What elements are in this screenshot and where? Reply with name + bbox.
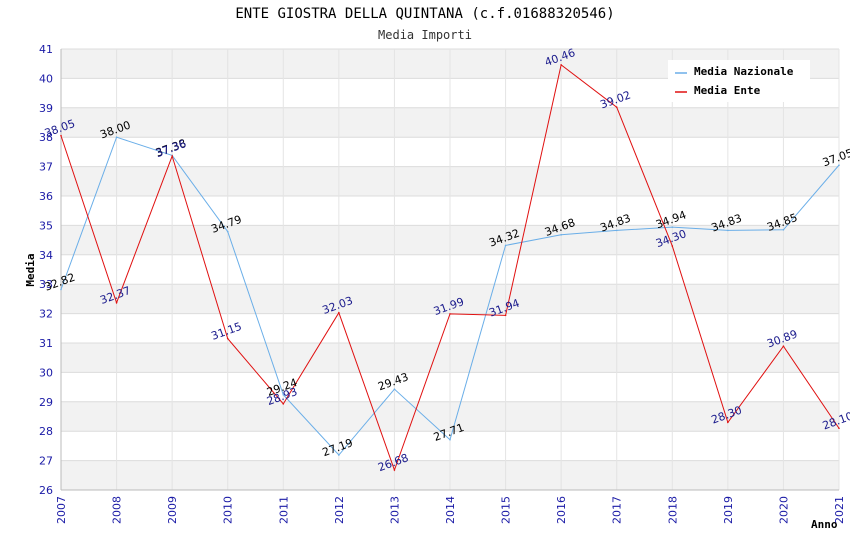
data-point xyxy=(671,226,674,228)
y-tick-label: 34 xyxy=(39,249,53,262)
y-tick-label: 38 xyxy=(39,131,53,144)
x-tick-label: 2010 xyxy=(222,496,235,524)
data-point xyxy=(282,393,285,396)
y-tick-label: 37 xyxy=(39,161,53,174)
data-point xyxy=(338,311,340,314)
data-point xyxy=(60,288,62,291)
x-tick-label: 2016 xyxy=(555,496,568,524)
x-tick-label: 2007 xyxy=(55,496,68,524)
y-tick-label: 35 xyxy=(39,219,53,232)
data-point xyxy=(615,106,618,109)
data-point xyxy=(838,427,840,430)
legend-box xyxy=(668,60,810,102)
legend-label-nazionale: Media Nazionale xyxy=(694,65,794,78)
chart-subtitle: Media Importi xyxy=(378,28,472,42)
y-tick-label: 27 xyxy=(39,455,53,468)
data-point xyxy=(727,229,729,232)
y-tick-label: 31 xyxy=(39,337,53,350)
data-point xyxy=(226,337,229,340)
y-tick-label: 33 xyxy=(39,278,53,291)
data-point xyxy=(393,469,396,471)
grid-lines xyxy=(60,48,840,491)
x-tick-label: 2012 xyxy=(333,496,346,524)
data-point xyxy=(671,245,674,247)
y-tick-label: 36 xyxy=(39,190,53,203)
y-tick-label: 29 xyxy=(39,396,53,409)
data-point xyxy=(115,136,118,138)
legend-label-ente: Media Ente xyxy=(694,84,761,97)
data-point xyxy=(282,403,285,405)
x-tick-label: 2011 xyxy=(277,496,290,524)
data-point xyxy=(838,164,840,166)
x-tick-label: 2019 xyxy=(722,496,735,524)
x-tick-label: 2013 xyxy=(388,496,401,524)
data-point xyxy=(171,155,173,157)
y-tick-label: 28 xyxy=(39,425,53,438)
x-tick-label: 2021 xyxy=(833,496,846,524)
series-lines xyxy=(60,64,840,472)
data-point xyxy=(115,301,118,304)
x-tick-label: 2018 xyxy=(666,496,679,524)
x-tick-label: 2009 xyxy=(166,496,179,524)
y-axis-label: Media xyxy=(24,253,37,286)
x-axis-ticks: 2007 2008 2009 2010 2011 2012 2013 2014 2015 2016… xyxy=(55,496,846,524)
x-tick-label: 2015 xyxy=(500,496,513,524)
x-tick-label: 2008 xyxy=(111,496,124,524)
x-tick-label: 2020 xyxy=(777,496,790,524)
chart-title: ENTE GIOSTRA DELLA QUINTANA (c.f.0168832… xyxy=(235,6,614,22)
y-tick-label: 41 xyxy=(39,43,53,56)
x-tick-label: 2014 xyxy=(444,496,457,524)
data-point xyxy=(560,234,562,236)
y-tick-label: 26 xyxy=(39,484,53,497)
data-point xyxy=(504,314,507,317)
y-tick-label: 32 xyxy=(39,308,53,321)
y-axis-ticks: 26 27 28 29 30 31 32 33 34 35 36 37 38 39 40 41 xyxy=(39,43,53,497)
legend: Media Nazionale Media Ente xyxy=(668,60,810,102)
data-point xyxy=(226,230,229,233)
data-point xyxy=(449,313,451,315)
data-point xyxy=(449,438,451,441)
data-point xyxy=(782,345,785,348)
data-point xyxy=(727,421,729,424)
data-point xyxy=(782,229,785,231)
x-tick-label: 2017 xyxy=(611,496,624,524)
data-point xyxy=(338,454,340,456)
data-point xyxy=(393,388,396,390)
x-axis-label: Anno xyxy=(811,518,838,531)
y-tick-label: 40 xyxy=(39,72,53,85)
data-point xyxy=(560,64,562,66)
y-tick-label: 30 xyxy=(39,366,53,379)
y-tick-label: 39 xyxy=(39,102,53,115)
data-point xyxy=(60,134,62,137)
data-point xyxy=(615,229,618,232)
data-point xyxy=(504,244,507,247)
